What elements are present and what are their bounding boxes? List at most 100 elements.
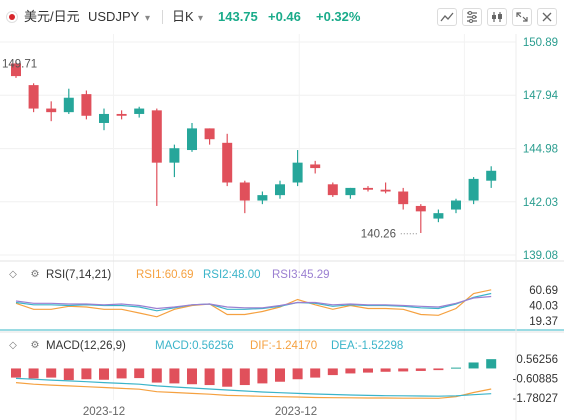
candle-body: [11, 63, 21, 77]
candle-body: [363, 187, 373, 190]
date-tick-label: 2023-12: [83, 406, 125, 418]
candle-body: [99, 113, 109, 123]
chart-toolbar: 美元/日元 USDJPY ▾ 日K ▾ 143.75 +0.46 +0.32%: [0, 0, 564, 34]
us-flag-icon: [6, 11, 18, 23]
collapse-icon[interactable]: ◇: [9, 340, 17, 351]
compare-icon[interactable]: [487, 8, 507, 26]
axis-labels: 150.89 147.94 144.98 142.03 139.08 149.71 140.…: [2, 37, 559, 418]
macd-bar: [398, 368, 409, 372]
candle-body: [204, 128, 215, 140]
dif-line: [15, 382, 492, 399]
macd-bar: [222, 368, 233, 387]
macd-tick-label: -1.78027: [513, 393, 558, 405]
candle-body: [116, 113, 127, 116]
candle-body: [222, 142, 233, 183]
candle-body: [151, 110, 162, 163]
candle-body: [257, 195, 268, 201]
candle-body: [433, 213, 444, 219]
macd-bar: [81, 368, 92, 380]
candle-body: [451, 200, 461, 210]
close-icon[interactable]: [537, 8, 557, 26]
rsi-line-rsi2: [15, 292, 492, 312]
rsi-line-rsi3: [15, 295, 492, 310]
macd-value-label: MACD:0.56256: [155, 340, 234, 352]
candle-body: [187, 128, 197, 151]
candle-body: [345, 187, 356, 196]
macd-bar: [345, 368, 356, 374]
collapse-icon[interactable]: ◇: [9, 269, 17, 280]
macd-bar: [11, 368, 21, 378]
dea-line: [15, 377, 492, 397]
candle-body: [310, 164, 321, 169]
macd-bar: [486, 359, 497, 369]
candle-body: [46, 108, 57, 113]
candle-body: [486, 170, 497, 181]
candle-body: [327, 184, 338, 196]
macd-bar: [28, 368, 39, 379]
macd-title: MACD(12,26,9): [46, 340, 126, 352]
price-tick-label: 150.89: [523, 37, 558, 49]
dea-label: DEA:-1.52298: [331, 340, 404, 352]
candle-body: [81, 94, 92, 116]
dif-label: DIF:-1.24170: [250, 340, 318, 352]
candlestick-series: [11, 61, 497, 233]
rsi-tick-label: 60.69: [529, 285, 558, 297]
candle-body: [380, 189, 391, 192]
rsi-title: RSI(7,14,21): [46, 269, 112, 281]
macd-bar: [327, 368, 338, 376]
rsi2-label: RSI2:48.00: [203, 269, 261, 281]
candle-body: [415, 205, 426, 212]
candle-body: [63, 97, 74, 113]
price-tick-label: 147.94: [523, 90, 559, 102]
price-tick-label: 142.03: [523, 197, 558, 209]
candle-body: [134, 108, 145, 114]
rsi-tick-label: 40.03: [529, 300, 558, 312]
date-tick-label: 2023-12: [275, 406, 317, 418]
price-tick-label: 139.08: [523, 250, 558, 262]
candle-body: [468, 178, 479, 201]
macd-bar: [169, 368, 180, 384]
symbol-dropdown-icon[interactable]: ▾: [145, 13, 151, 24]
macd-bar: [239, 368, 250, 386]
macd-bar: [116, 368, 127, 379]
fullscreen-icon[interactable]: [512, 8, 532, 26]
macd-bar: [275, 368, 285, 382]
rsi-tick-label: 19.37: [529, 316, 558, 328]
candle-body: [169, 148, 180, 163]
macd-tick-label: 0.56256: [516, 354, 558, 366]
gridlines: [0, 34, 516, 400]
period-selector[interactable]: 日K: [172, 9, 194, 24]
settings-icon[interactable]: ⚙: [30, 269, 40, 280]
indicator-icon[interactable]: [437, 8, 457, 26]
candle-body: [239, 182, 250, 201]
last-price: 143.75: [218, 9, 258, 24]
settings-icon[interactable]: [462, 8, 482, 26]
macd-bar: [151, 368, 162, 383]
symbol-code[interactable]: USDJPY: [88, 9, 140, 24]
low-annotation: 140.26: [361, 229, 396, 241]
macd-bar: [292, 368, 303, 380]
symbol-name[interactable]: 美元/日元: [24, 9, 80, 24]
macd-bar: [257, 368, 268, 384]
period-dropdown-icon[interactable]: ▾: [198, 13, 204, 24]
rsi-line-rsi1: [15, 289, 492, 318]
macd-bar: [415, 368, 426, 371]
macd-bar: [380, 368, 391, 372]
macd-bar: [204, 368, 215, 386]
macd-bar: [99, 368, 109, 380]
rsi1-label: RSI1:60.69: [136, 269, 194, 281]
macd-series: [11, 359, 497, 399]
macd-bar: [363, 368, 373, 373]
macd-tick-label: -0.60885: [513, 374, 558, 386]
rsi-series: [15, 289, 492, 318]
macd-bar: [451, 367, 461, 369]
toolbar-divider: [162, 10, 163, 24]
macd-bar: [310, 368, 321, 378]
macd-bar: [134, 368, 145, 379]
macd-bar: [468, 362, 479, 369]
macd-bar: [63, 368, 74, 381]
settings-icon[interactable]: ⚙: [30, 340, 40, 351]
macd-bar: [46, 368, 57, 378]
price-tick-label: 144.98: [523, 144, 558, 156]
